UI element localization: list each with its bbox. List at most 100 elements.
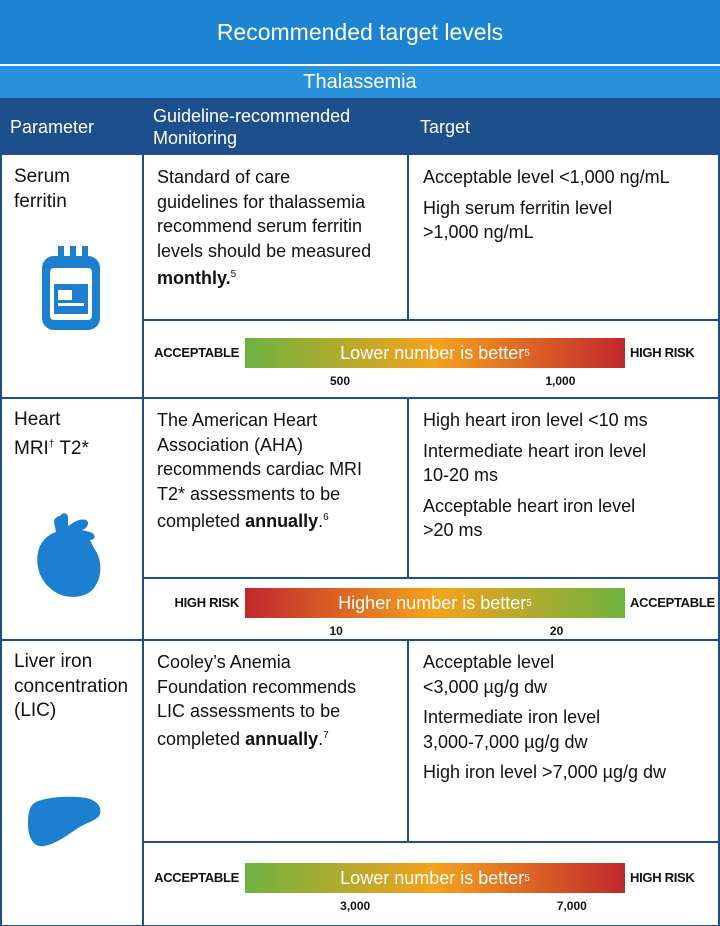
heart-icon (37, 513, 101, 597)
tick-label: 1,000 (545, 374, 576, 388)
border-line (142, 640, 144, 926)
text-segment: . (318, 511, 324, 531)
column-header: Parameter (10, 116, 95, 137)
text-segment: 7 (323, 729, 329, 741)
text-line: High serum ferritin level (423, 197, 613, 218)
target-cell: Acceptable level <3,000 µg/g dw Intermedia… (423, 650, 713, 791)
subtitle: Thalassemia (0, 66, 720, 98)
text-line: Intermediate heart iron level (423, 440, 647, 461)
target-item: High iron level >7,000 µg/g dw (423, 760, 713, 785)
text-line: MRI† T2* (14, 433, 139, 462)
header-bar (0, 98, 720, 155)
text-line: recommends cardiac MRI (157, 459, 363, 479)
tick-label: 500 (329, 374, 351, 388)
tick-label: 10 (329, 624, 343, 638)
scale-left-label: ACCEPTABLE (154, 345, 239, 360)
blood-bag-icon (42, 246, 100, 330)
scale-left-label: ACCEPTABLE (154, 870, 239, 885)
text-line: High heart iron level <10 ms (423, 410, 648, 430)
monitoring-cell: Standard of care guidelines for thalassem… (157, 165, 402, 291)
text-line: Cooley’s Anemia (157, 652, 291, 672)
text-line: completed annually.7 (157, 724, 402, 752)
text-segment: MRI (14, 437, 49, 459)
parameter-cell: Liver iron concentration (LIC) (14, 650, 139, 724)
text-line: (LIC) (14, 700, 57, 721)
text-line: >1,000 ng/mL (423, 222, 534, 242)
border-line (142, 155, 144, 398)
scale-caption: Lower number is better (340, 867, 525, 888)
target-item: Acceptable level <1,000 ng/mL (423, 165, 713, 190)
text-line: T2* assessments to be (157, 483, 341, 504)
target-item: Intermediate iron level 3,000-7,000 µg/g … (423, 705, 713, 754)
monitoring-cell: The American Heart Association (AHA) recom… (157, 408, 402, 534)
scale-ref: 5 (524, 872, 530, 884)
target-cell: Acceptable level <1,000 ng/mL High serum … (423, 165, 713, 251)
text-line: Serum (14, 166, 70, 187)
target-item: Acceptable level <3,000 µg/g dw (423, 650, 713, 699)
tick-label: 20 (549, 624, 564, 638)
border-line (143, 841, 720, 843)
text-line: Acceptable level (423, 652, 555, 672)
text-line: Standard of care (157, 167, 291, 187)
border-line (0, 155, 2, 926)
scale-right-label: HIGH RISK (630, 345, 695, 360)
parameter-cell: Heart MRI† T2* (14, 408, 139, 461)
gradient-bar: Lower number is better 5 (245, 338, 625, 368)
text-line: 3,000-7,000 µg/g dw (423, 731, 588, 752)
text-segment: 6 (323, 512, 329, 523)
gradient-bar: Higher number is better 5 (245, 588, 625, 618)
text-line: The American Heart (157, 410, 318, 430)
border-line (0, 397, 720, 399)
text-line: Foundation recommends (157, 676, 357, 697)
target-cell: High heart iron level <10 ms Intermediate… (423, 408, 713, 549)
target-item: Intermediate heart iron level 10-20 ms (423, 439, 713, 488)
gradient-bar: Lower number is better 5 (245, 863, 625, 893)
target-item: Acceptable heart iron level >20 ms (423, 494, 713, 543)
text-line: Acceptable level <1,000 ng/mL (423, 167, 670, 187)
text-line: concentration (14, 675, 129, 697)
column-header: Guideline-recommended Monitoring (153, 105, 351, 148)
title: Recommended target levels (0, 0, 720, 64)
text-line: Intermediate iron level (423, 707, 601, 727)
border-line (407, 640, 409, 842)
scale-right-label: HIGH RISK (630, 870, 695, 885)
scale-caption: Higher number is better (338, 592, 527, 613)
scale-ref: 5 (526, 597, 532, 609)
text-segment: completed (157, 511, 246, 531)
text-segment: 5 (230, 269, 237, 280)
text-line: recommend serum ferritin (157, 216, 363, 236)
text-segment: . (318, 728, 324, 749)
liver-icon (28, 796, 101, 847)
parameter-cell: Serum ferritin (14, 165, 139, 214)
text-segment: † (48, 438, 55, 450)
border-line (143, 319, 720, 321)
border-line (407, 155, 409, 320)
scale-left-label: HIGH RISK (174, 595, 240, 610)
text-line: LIC assessments to be (157, 701, 341, 721)
text-line: guidelines for thalassemia (157, 191, 366, 212)
scale-ref: 5 (524, 347, 530, 359)
text-segment: T2* (54, 437, 89, 459)
text-line: completed annually.6 (157, 506, 402, 534)
text-line: levels should be measured (157, 240, 372, 261)
text-line: Heart (14, 409, 61, 430)
text-line: Acceptable heart iron level (423, 495, 636, 516)
text-line: Association (AHA) (157, 434, 304, 455)
text-line: Liver iron (14, 651, 93, 672)
monitoring-cell: Cooley’s Anemia Foundation recommends LIC … (157, 650, 402, 751)
text-line: High iron level >7,000 µg/g dw (423, 762, 667, 782)
target-item: High serum ferritin level >1,000 ng/mL (423, 196, 713, 245)
text-segment: completed (157, 728, 246, 749)
tick-label: 3,000 (340, 899, 371, 913)
text-line: monthly.5 (157, 263, 402, 291)
scale-caption: Lower number is better (340, 342, 525, 363)
border-line (142, 398, 144, 640)
text-line: >20 ms (423, 520, 483, 540)
text-segment: monthly. (157, 268, 231, 288)
text-line: 10-20 ms (423, 465, 499, 485)
border-line (407, 398, 409, 578)
text-segment: annually (245, 511, 319, 531)
text-line: ferritin (14, 190, 67, 212)
scale-right-label: ACCEPTABLE (630, 595, 715, 610)
